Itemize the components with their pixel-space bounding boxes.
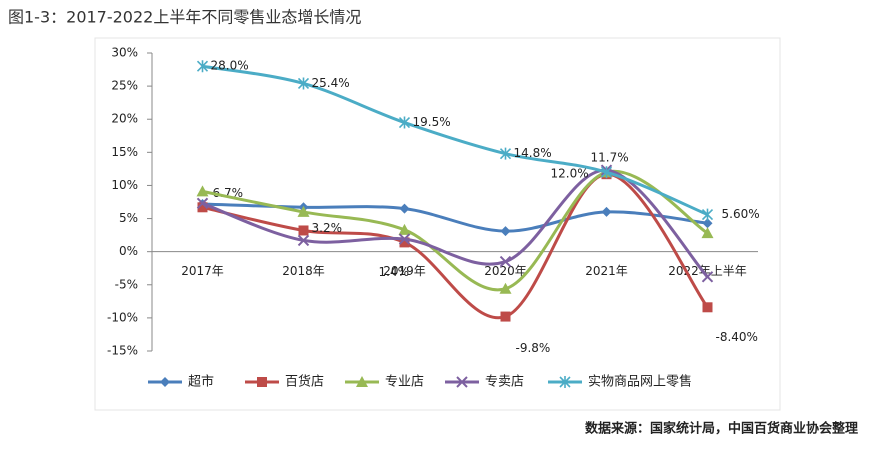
marker [398,116,411,129]
marker [398,223,411,235]
legend-label: 超市 [188,374,214,390]
y-tick-label: -5% [115,277,138,291]
x-tick-label: 2019年 [383,264,426,278]
data-label: 1.4% [379,265,410,279]
marker [702,302,713,313]
marker [701,271,714,283]
y-tick-label: -15% [107,344,138,358]
data-label: 14.8% [514,146,552,160]
data-label: 25.4% [312,76,350,90]
y-tick-label: 30% [111,46,138,60]
y-tick-label: 10% [111,178,138,192]
marker [399,237,410,248]
x-tick-label: 2021年 [585,264,628,278]
marker [160,377,170,387]
series-line [202,169,709,292]
y-tick-label: 20% [111,112,138,126]
marker [297,205,310,217]
marker [196,197,209,210]
marker [399,203,410,214]
marker [559,376,571,388]
data-label: 28.0% [211,59,249,73]
series-line [202,64,709,216]
marker [499,147,512,160]
marker [701,208,714,221]
marker [297,234,310,247]
data-label: 19.5% [413,115,451,129]
marker [701,227,714,239]
legend-label: 专卖店 [485,375,524,390]
marker [356,376,368,387]
marker [297,77,310,90]
marker [398,233,411,245]
marker [600,166,613,179]
marker [196,185,209,197]
marker [500,311,511,322]
marker [456,376,468,388]
data-label: -8.40% [716,330,758,344]
marker [298,225,309,236]
legend-label: 实物商品网上零售 [588,374,692,390]
chart-title: 图1-3：2017-2022上半年不同零售业态增长情况 [8,8,361,27]
legend-label: 百货店 [285,374,324,390]
marker [499,255,512,268]
marker [257,377,267,387]
y-tick-label: 15% [111,145,138,159]
data-label: 5.60% [722,207,760,221]
y-tick-label: 5% [119,211,138,225]
series-line [202,202,708,233]
x-tick-label: 2017年 [181,264,224,278]
marker [601,206,612,217]
marker [499,282,512,294]
marker [500,226,511,237]
x-tick-label: 2018年 [282,264,325,278]
y-tick-label: 25% [111,79,138,93]
data-label: 3.2% [312,221,343,235]
marker [197,202,208,213]
x-tick-label: 2020年 [484,264,527,278]
chart-frame [94,37,781,411]
marker [196,60,209,73]
y-tick-label: -10% [107,310,138,324]
data-label: 12.0% [551,167,589,181]
y-tick-label: 0% [119,244,138,258]
legend-label: 专业店 [385,375,424,390]
source-note: 数据来源：国家统计局，中国百货商业协会整理 [585,421,858,437]
data-label: -9.8% [516,341,551,355]
data-label: 11.7% [591,151,629,165]
marker [702,218,713,229]
